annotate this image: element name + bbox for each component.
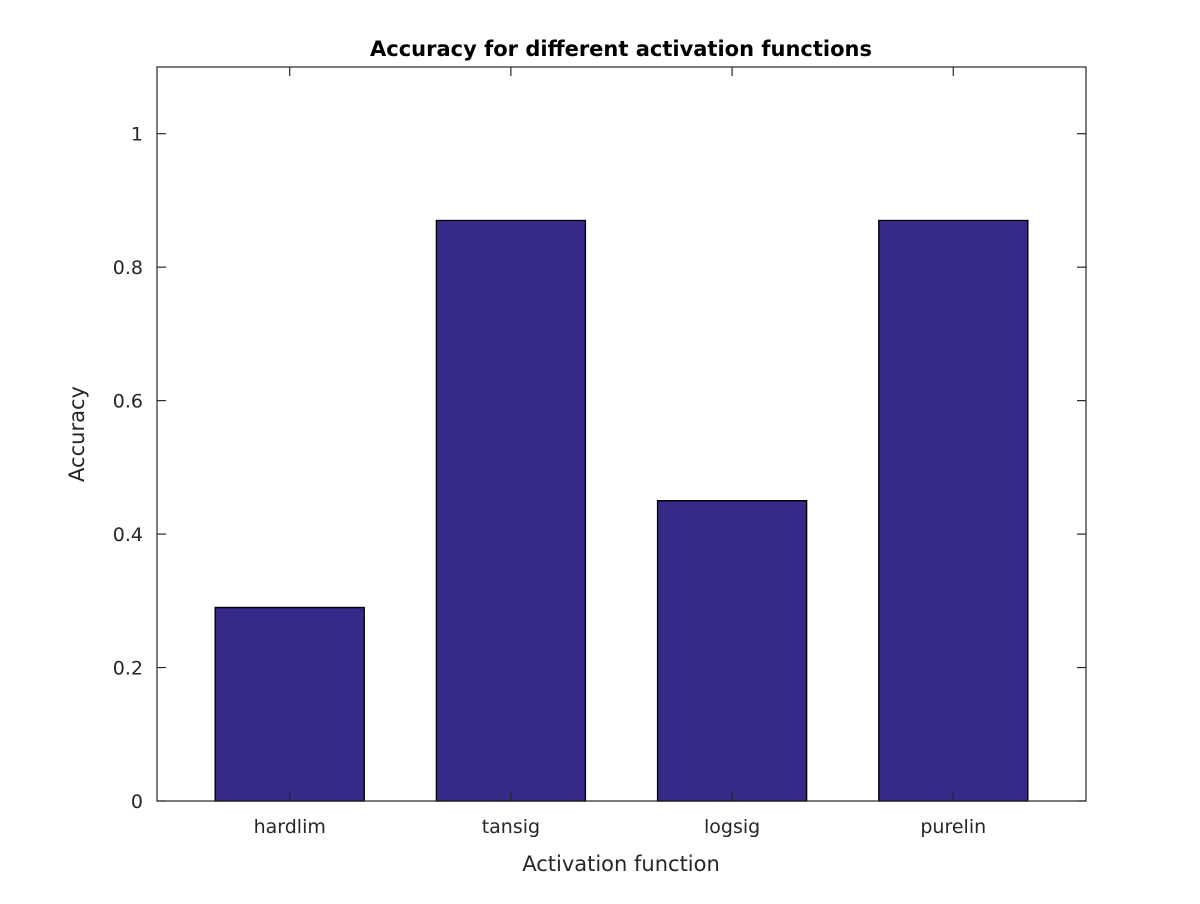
y-tick-label-4: 0.8 (113, 257, 143, 279)
bar-hardlim (214, 606, 365, 802)
y-tick-label-1: 0.2 (113, 658, 143, 680)
y-tick-label-2: 0.4 (113, 524, 143, 546)
chart-title: Accuracy for different activation functi… (370, 37, 872, 61)
x-tick-label-logsig: logsig (704, 816, 760, 838)
bar-purelin (878, 219, 1029, 802)
y-tick-label-5: 1 (131, 124, 143, 146)
y-tick-label-3: 0.6 (113, 391, 143, 413)
y-tick-label-0: 0 (131, 791, 143, 813)
bar-tansig (435, 219, 587, 802)
bar-logsig (656, 500, 808, 802)
x-axis-label: Activation function (522, 852, 720, 876)
bars-layer (214, 219, 1029, 802)
y-axis-label: Accuracy (65, 386, 89, 482)
x-tick-label-hardlim: hardlim (254, 816, 326, 838)
tick-labels-layer: hardlim tansig logsig purelin 0 0.2 0.4 0.6 0.8 1 (113, 124, 986, 838)
x-tick-label-purelin: purelin (920, 816, 986, 838)
x-tick-label-tansig: tansig (482, 816, 540, 838)
axes-box (156, 66, 1087, 802)
